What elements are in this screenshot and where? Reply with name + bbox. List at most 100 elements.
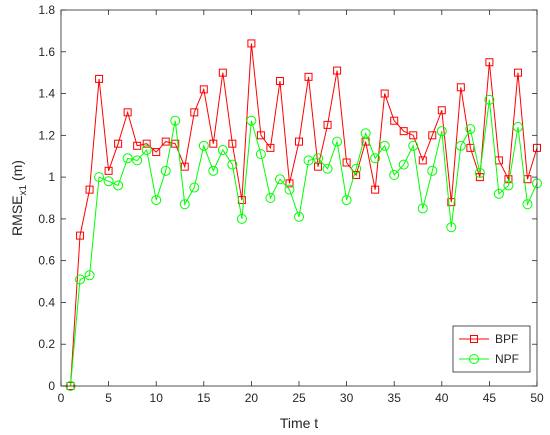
legend-box [452,325,531,373]
npf-point [379,140,390,151]
npf-point [103,176,114,187]
npf-point [198,140,209,151]
y-tick-label: 0.8 [38,212,55,226]
npf-point [227,159,238,170]
bpf-point [76,231,85,240]
npf-point [512,121,523,132]
bpf-point [485,58,494,67]
y-axis-title-unit: (m) [9,160,25,185]
x-tick-label: 45 [483,391,497,405]
npf-point [217,144,228,155]
npf-point [313,153,324,164]
npf-point [265,193,276,203]
npf-point [236,213,247,224]
npf-point [274,174,285,185]
bpf-point [437,106,446,115]
bpf-point [409,131,418,140]
y-tick-label: 0.4 [38,295,55,309]
bpf-point [304,72,313,81]
npf-point [332,136,343,147]
bpf-point [218,68,227,77]
bpf-point [513,68,522,77]
axes-layer: 0 5 10 15 20 25 30 35 40 45 50 0 0.2 0.4 0.6 0.8 1 1.2 1.4… [38,3,544,405]
npf-point [455,140,466,151]
bpf-point [142,139,151,148]
npf-point [160,165,171,176]
npf-point [503,180,514,191]
npf-point [113,180,124,191]
bpf-point [228,139,237,148]
x-tick-label: 30 [340,391,354,405]
npf-point [75,274,86,285]
npf-point [436,126,447,137]
bpf-legend-label: BPF [495,332,518,346]
bpf-point [104,166,113,175]
npf-point [370,153,381,164]
npf-point [484,94,495,105]
y-tick-label: 0 [48,379,55,393]
bpf-point [256,131,265,140]
bpf-point [247,39,256,48]
y-tick-label: 1.4 [38,87,55,101]
bpf-point [152,148,161,157]
bpf-point [85,185,94,194]
y-tick-label: 0.6 [38,254,55,268]
y-tick-label: 1.6 [38,45,55,59]
x-tick-label: 15 [197,391,211,405]
npf-point [322,163,333,174]
bpf-point [95,74,104,83]
npf-point [408,140,419,151]
bpf-point [209,139,218,148]
y-axis-title-subscript: x1 [18,185,29,196]
npf-point [417,203,428,214]
bpf-point [390,116,399,125]
npf-point [141,144,152,155]
npf-point [151,195,162,206]
bpf-point [323,120,332,129]
npf-point [170,115,181,126]
y-tick-label: 1.2 [38,128,55,142]
bpf-point [285,179,294,188]
x-tick-label: 10 [150,391,164,405]
bpf-point [428,131,437,140]
bpf-point [123,108,132,117]
npf-point [341,195,352,206]
y-tick-label: 1.8 [38,3,55,17]
bpf-point [418,156,427,165]
npf-point [132,155,143,166]
x-axis-title: Time t [280,415,318,431]
npf-point [389,170,400,181]
x-tick-label: 35 [388,391,402,405]
npf-point [208,165,219,176]
npf-point [446,222,457,233]
bpf-point [399,127,408,136]
x-tick-label: 5 [105,391,112,405]
bpf-point [447,198,456,207]
bpf-legend-marker [470,335,478,343]
bpf-point [371,185,380,194]
npf-point [522,199,533,210]
npf-point [294,211,304,222]
bpf-point [161,137,170,146]
bpf-point [333,66,342,75]
y-tick-label: 0.2 [38,337,55,351]
npf-line [70,99,538,387]
bpf-point [180,162,189,171]
bpf-point [266,143,275,152]
npf-point [84,270,95,281]
bpf-point [190,108,199,117]
bpf-point [456,83,465,92]
y-axis-title-main: RMSE [9,196,25,236]
x-tick-label: 40 [435,391,449,405]
npf-point [360,128,371,139]
legend: BPF NPF [452,325,531,373]
npf-point [189,182,200,193]
npf-point [474,167,485,178]
bpf-point [199,85,208,94]
y-axis-title: RMSEx1 (m) [9,160,29,236]
npf-point [284,184,295,195]
npf-point [246,115,257,126]
npf-point [122,153,133,164]
bpf-point [466,143,475,152]
